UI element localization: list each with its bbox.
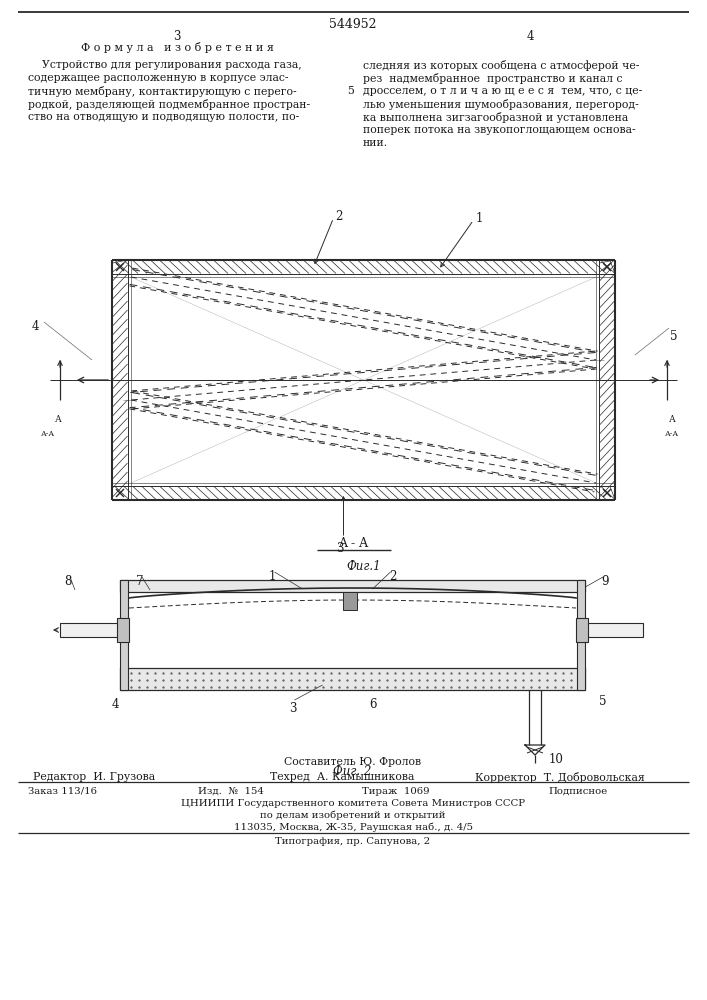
- Bar: [577, 580, 585, 690]
- Text: 5: 5: [600, 695, 607, 708]
- Text: 8: 8: [64, 575, 71, 588]
- Bar: [120, 668, 585, 690]
- Text: 9: 9: [601, 575, 609, 588]
- Text: ка выполнена зигзагообразной и установлена: ка выполнена зигзагообразной и установле…: [363, 112, 629, 123]
- Text: рез  надмембранное  пространство и канал с: рез надмембранное пространство и канал с: [363, 73, 622, 84]
- Text: Фиг. 2: Фиг. 2: [333, 765, 372, 778]
- Text: Фиг.1: Фиг.1: [346, 560, 381, 573]
- Text: поперек потока на звукопоглощающем основа-: поперек потока на звукопоглощающем основ…: [363, 125, 636, 135]
- Text: 10: 10: [549, 753, 564, 766]
- Bar: [117, 618, 129, 642]
- Text: A - A: A - A: [338, 537, 368, 550]
- Text: лью уменьшения шумообразования, перегород-: лью уменьшения шумообразования, перегоро…: [363, 99, 638, 110]
- Text: 5: 5: [670, 330, 677, 343]
- Text: Тираж  1069: Тираж 1069: [362, 787, 429, 796]
- Text: 1: 1: [269, 570, 276, 583]
- Text: дросселем, о т л и ч а ю щ е е с я  тем, что, с це-: дросселем, о т л и ч а ю щ е е с я тем, …: [363, 86, 642, 96]
- Bar: [576, 618, 588, 642]
- Text: следняя из которых сообщена с атмосферой че-: следняя из которых сообщена с атмосферой…: [363, 60, 639, 71]
- Text: 113035, Москва, Ж-35, Раушская наб., д. 4/5: 113035, Москва, Ж-35, Раушская наб., д. …: [233, 823, 472, 832]
- Text: по делам изобретений и открытий: по делам изобретений и открытий: [260, 811, 445, 820]
- Text: 3: 3: [336, 542, 344, 555]
- Text: 2: 2: [389, 570, 396, 583]
- Text: Корректор  Т. Добровольская: Корректор Т. Добровольская: [475, 772, 645, 783]
- Text: ство на отводящую и подводящую полости, по-: ство на отводящую и подводящую полости, …: [28, 112, 299, 122]
- Text: Техред  А. Камышникова: Техред А. Камышникова: [270, 772, 414, 782]
- Text: 544952: 544952: [329, 18, 377, 31]
- Text: Изд.  №  154: Изд. № 154: [198, 787, 264, 796]
- Text: 1: 1: [476, 212, 483, 225]
- Text: 6: 6: [369, 698, 376, 711]
- Text: Устройство для регулирования расхода газа,: Устройство для регулирования расхода газ…: [28, 60, 302, 70]
- Text: Заказ 113/16: Заказ 113/16: [28, 787, 97, 796]
- Text: 2: 2: [336, 210, 343, 223]
- Text: ЦНИИПИ Государственного комитета Совета Министров СССР: ЦНИИПИ Государственного комитета Совета …: [181, 799, 525, 808]
- Text: нии.: нии.: [363, 138, 388, 148]
- Text: 7: 7: [136, 575, 144, 588]
- Text: 4: 4: [526, 30, 534, 43]
- Text: родкой, разделяющей подмембранное простран-: родкой, разделяющей подмембранное простр…: [28, 99, 310, 110]
- Bar: [583, 623, 643, 637]
- Text: А-А: А-А: [41, 430, 55, 438]
- Text: Редактор  И. Грузова: Редактор И. Грузова: [33, 772, 155, 782]
- Text: 3: 3: [288, 702, 296, 715]
- Text: 5: 5: [347, 86, 354, 96]
- Text: А: А: [54, 415, 62, 424]
- Text: Подписное: Подписное: [548, 787, 607, 796]
- Text: Ф о р м у л а   и з о б р е т е н и я: Ф о р м у л а и з о б р е т е н и я: [81, 42, 274, 53]
- Bar: [120, 580, 585, 592]
- Bar: [120, 580, 128, 690]
- Bar: [342, 592, 356, 610]
- Text: 3: 3: [173, 30, 181, 43]
- Text: Составитель Ю. Фролов: Составитель Ю. Фролов: [284, 757, 421, 767]
- Text: А-А: А-А: [665, 430, 679, 438]
- Text: 4: 4: [32, 320, 40, 333]
- Text: тичную мембрану, контактирующую с перего-: тичную мембрану, контактирующую с перего…: [28, 86, 297, 97]
- Text: А: А: [669, 415, 676, 424]
- Bar: [60, 623, 122, 637]
- Text: 4: 4: [111, 698, 119, 711]
- Text: содержащее расположенную в корпусе элас-: содержащее расположенную в корпусе элас-: [28, 73, 288, 83]
- Text: Типография, пр. Сапунова, 2: Типография, пр. Сапунова, 2: [276, 837, 431, 846]
